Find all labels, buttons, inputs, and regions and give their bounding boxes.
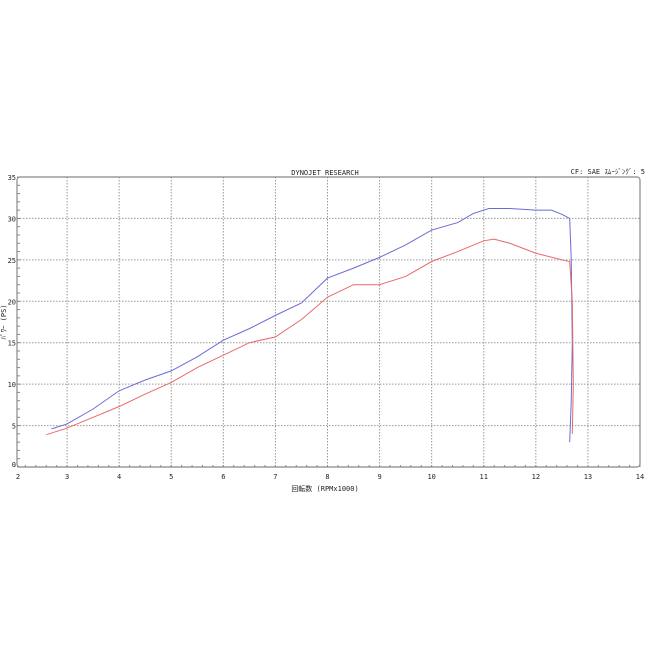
x-tick-label: 3 bbox=[65, 473, 69, 481]
y-tick-label: 30 bbox=[8, 215, 16, 223]
y-tick-label: 15 bbox=[8, 340, 16, 348]
x-tick-label: 10 bbox=[427, 473, 435, 481]
y-tick-label: 0 bbox=[12, 461, 16, 469]
y-tick-label: 10 bbox=[8, 381, 16, 389]
chart-subtitle: CF: SAE ｽﾑｰｼﾞﾝｸﾞ: 5 bbox=[571, 168, 645, 176]
y-axis-label: ﾊﾟﾜｰ (PS) bbox=[0, 304, 8, 339]
series-line-1 bbox=[46, 238, 574, 436]
series-line-0 bbox=[51, 207, 573, 443]
x-tick-label: 6 bbox=[221, 473, 225, 481]
x-tick-label: 5 bbox=[169, 473, 173, 481]
plot-frame bbox=[16, 176, 641, 468]
x-tick-label: 8 bbox=[325, 473, 329, 481]
x-tick-label: 9 bbox=[377, 473, 381, 481]
x-tick-label: 2 bbox=[16, 473, 20, 481]
y-tick-label: 25 bbox=[8, 257, 16, 265]
x-tick-label: 13 bbox=[584, 473, 592, 481]
x-axis-label: 回転数 (RPMx1000) bbox=[291, 484, 358, 493]
x-tick-label: 11 bbox=[480, 473, 488, 481]
y-tick-label: 35 bbox=[8, 174, 16, 182]
chart-title: DYNOJET RESEARCH bbox=[291, 169, 358, 177]
y-tick-label: 5 bbox=[12, 423, 16, 431]
x-tick-label: 7 bbox=[273, 473, 277, 481]
x-tick-label: 12 bbox=[532, 473, 540, 481]
x-tick-label: 14 bbox=[636, 473, 644, 481]
y-tick-label: 20 bbox=[8, 298, 16, 306]
x-tick-label: 4 bbox=[117, 473, 121, 481]
